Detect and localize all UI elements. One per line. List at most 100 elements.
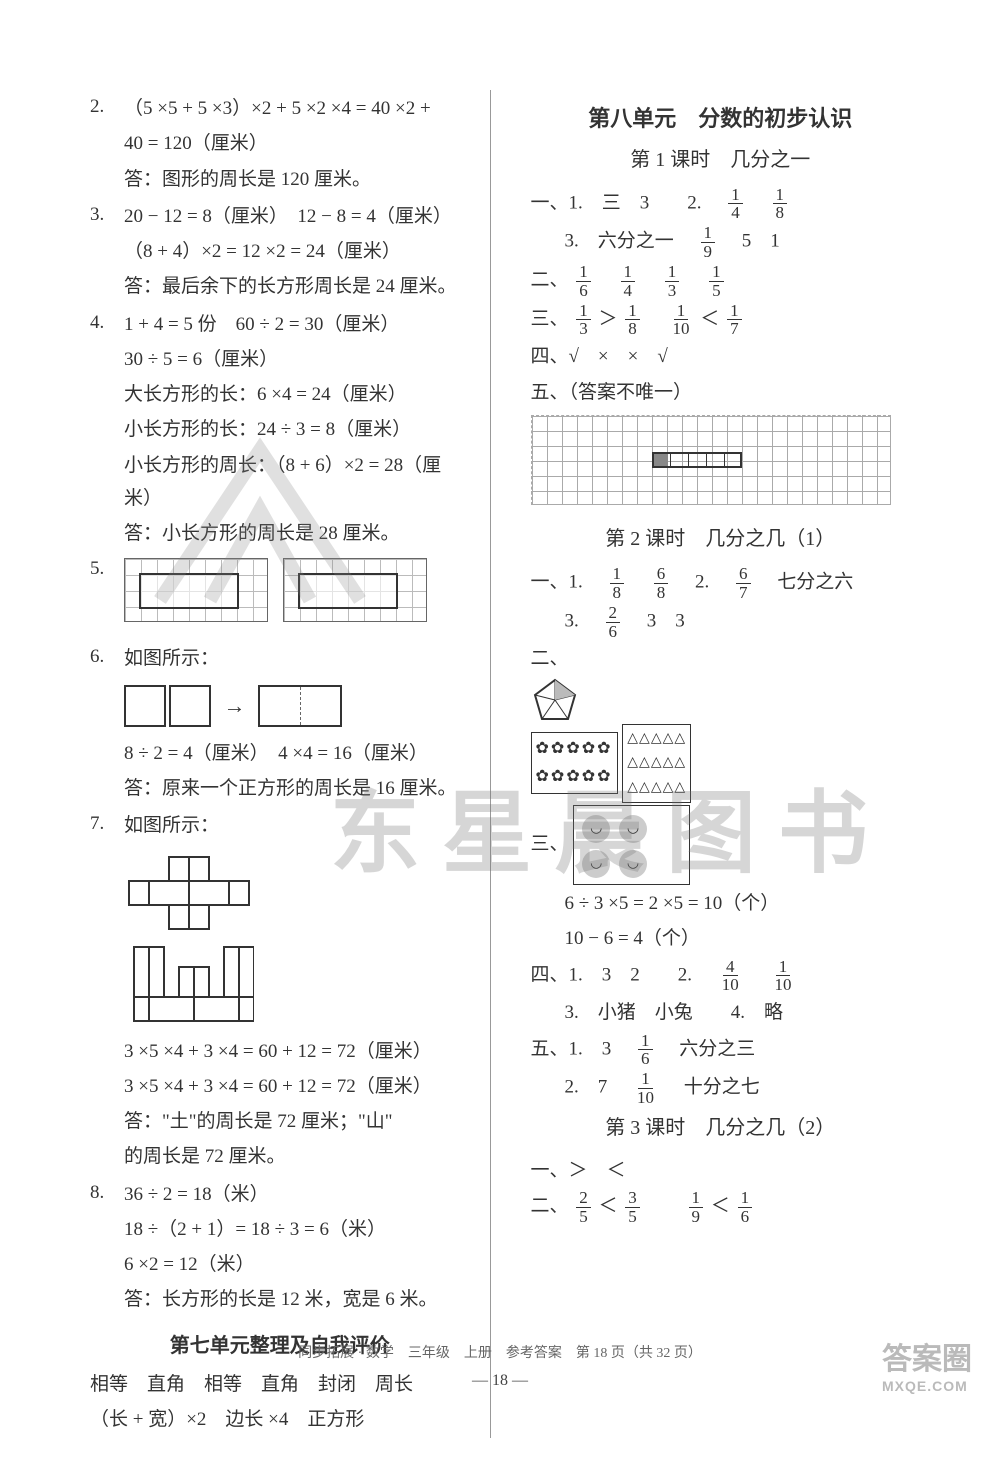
frac-1-10: 110 (670, 302, 693, 339)
q7-l2: 3 ×5 ×4 + 3 ×4 = 60 + 12 = 72（厘米） (124, 1070, 470, 1103)
page-number: — 18 — (0, 1372, 1000, 1390)
q7-l1: 3 ×5 ×4 + 3 ×4 = 60 + 12 = 72（厘米） (124, 1035, 470, 1068)
q4-l1: 1 + 4 = 5 份 60 ÷ 2 = 30（厘米） (124, 308, 470, 341)
s1-r1b: 3. 六分之一 19 5 1 (531, 224, 911, 261)
q8-l1: 36 ÷ 2 = 18（米） (124, 1178, 470, 1211)
s3-r2-label: 二、 (531, 1196, 569, 1217)
frac-6-8: 68 (654, 565, 669, 602)
right-column: 第八单元 分数的初步认识 第 1 课时 几分之一 一、1. 三 3 2. 14 … (521, 90, 911, 1438)
s2-r5b-p2: 十分之七 (665, 1077, 760, 1098)
q6-figure: → (124, 681, 470, 731)
q4-l5: 小长方形的周长：（8 + 6）×2 = 28（厘米） (124, 449, 470, 516)
q7-l4: 的周长是 72 厘米。 (124, 1140, 470, 1173)
triangles-icon: △△△△△△△△△△△△△△△ (622, 724, 691, 804)
frac-1-8c: 18 (610, 565, 625, 602)
pentagon-icon (531, 676, 579, 724)
frac-1-10c: 110 (634, 1070, 657, 1107)
frac-3-5: 35 (625, 1189, 640, 1226)
s1-r2-label: 二、 (531, 270, 569, 291)
frac-1-4: 14 (728, 186, 743, 223)
s2-r5: 五、1. 3 16 六分之三 (531, 1032, 911, 1069)
q7-num: 7. (90, 807, 124, 840)
frac-1-9b: 19 (689, 1189, 704, 1226)
s1-r1-text: 一、1. 三 3 2. (531, 192, 721, 213)
shan-shape-icon (124, 939, 254, 1029)
s2-r1-p2: 2. (676, 572, 728, 593)
flowers-icon: ✿✿✿✿✿✿✿✿✿✿ (531, 732, 618, 794)
q8-l3: 6 ×2 = 12（米） (124, 1248, 470, 1281)
tu-shape-icon (124, 849, 254, 939)
frac-2-5: 25 (576, 1189, 591, 1226)
s3-r2: 二、 25 ＜ 35 19 ＜ 16 (531, 1189, 911, 1226)
page-content: 2. （5 ×5 + 5 ×3）×2 + 5 ×2 ×4 = 40 ×2 + 4… (0, 0, 1000, 1478)
s2-r3-l2: 10 − 6 = 4（个） (531, 922, 911, 955)
q7: 7. 如图所示： (90, 807, 470, 1175)
frac-1-6b: 16 (638, 1032, 653, 1069)
s1-r3-label: 三、 (531, 308, 569, 329)
frac-1-9: 19 (701, 224, 716, 261)
q2-num: 2. (90, 90, 124, 123)
q8: 8. 36 ÷ 2 = 18（米） 18 ÷（2 + 1）= 18 ÷ 3 = … (90, 1176, 470, 1319)
q8-l4: 答：长方形的长是 12 米，宽是 6 米。 (124, 1283, 470, 1316)
smile-icon: ◡ (619, 815, 647, 843)
s2-r2: 二、 ✿✿✿✿✿✿✿✿✿✿ △△△△△△△△△△△△△△△ (531, 642, 911, 803)
s2-r3-l1: 6 ÷ 3 ×5 = 2 ×5 = 10（个） (531, 887, 911, 920)
frac-1-8b: 18 (625, 302, 640, 339)
frac-1-8: 18 (773, 186, 788, 223)
q8-l2: 18 ÷（2 + 1）= 18 ÷ 3 = 6（米） (124, 1213, 470, 1246)
q3-l1: 20 − 12 = 8（厘米） 12 − 8 = 4（厘米） (124, 200, 470, 233)
s2-r1-p1: 一、1. (531, 572, 602, 593)
s2-r1-p3: 七分之六 (758, 572, 853, 593)
s2-title: 第 2 课时 几分之几（1） (531, 522, 911, 557)
s2-r2-label: 二、 (531, 648, 569, 669)
frac-1-10b: 110 (772, 958, 795, 995)
unit7-l2: （长 + 宽）×2 边长 ×4 正方形 (90, 1403, 470, 1436)
smile-icon: ◡ (619, 850, 647, 878)
unit8-title: 第八单元 分数的初步认识 (531, 100, 911, 139)
frac-1-3: 13 (665, 263, 680, 300)
s2-r5-p1: 五、1. 3 (531, 1038, 631, 1059)
s1-r5: 五、（答案不唯一） (531, 376, 911, 409)
s2-r3: 三、 ◡ ◡ ◡ ◡ (531, 805, 911, 885)
q2-l2: 40 = 120（厘米） (124, 127, 470, 160)
q5-num: 5. (90, 552, 124, 585)
q3: 3. 20 − 12 = 8（厘米） 12 − 8 = 4（厘米） （8 + 4… (90, 198, 470, 306)
smile-box: ◡ ◡ ◡ ◡ (573, 805, 690, 885)
q2-l3: 答：图形的周长是 120 厘米。 (124, 163, 470, 196)
q2: 2. （5 ×5 + 5 ×3）×2 + 5 ×2 ×4 = 40 ×2 + 4… (90, 90, 470, 198)
s2-r5b: 2. 7 110 十分之七 (531, 1070, 911, 1107)
s1-r3: 三、 13 ＞ 18 110 ＜ 17 (531, 302, 911, 339)
s2-r1b-p2: 3 3 (628, 610, 685, 631)
frac-1-4b: 14 (621, 263, 636, 300)
frac-1-7: 17 (727, 302, 742, 339)
s3-r1: 一、＞ ＜ (531, 1154, 911, 1187)
q6-title: 如图所示： (124, 642, 470, 675)
s2-r1b: 3. 26 3 3 (531, 604, 911, 641)
frac-1-6c: 16 (738, 1189, 753, 1226)
q6-l2: 答：原来一个正方形的周长是 16 厘米。 (124, 772, 470, 805)
frac-1-5: 15 (709, 263, 724, 300)
s1-title: 第 1 课时 几分之一 (531, 143, 911, 178)
q5: 5. (90, 552, 470, 639)
s2-r4-p1: 四、1. 3 2 2. (531, 964, 712, 985)
s1-figure (531, 415, 911, 516)
s1-r1b-tail: 5 1 (723, 231, 780, 252)
frac-1-3b: 13 (576, 302, 591, 339)
s2-r1: 一、1. 18 68 2. 67 七分之六 (531, 565, 911, 602)
q4-l4: 小长方形的长：24 ÷ 3 = 8（厘米） (124, 413, 470, 446)
q2-l1: （5 ×5 + 5 ×3）×2 + 5 ×2 ×4 = 40 ×2 + (124, 92, 470, 125)
q4: 4. 1 + 4 = 5 份 60 ÷ 2 = 30（厘米） 30 ÷ 5 = … (90, 306, 470, 553)
frac-2-6: 26 (606, 604, 621, 641)
q3-l2: （8 + 4）×2 = 12 ×2 = 24（厘米） (124, 235, 470, 268)
q4-l6: 答：小长方形的周长是 28 厘米。 (124, 517, 470, 550)
frac-6-7: 67 (736, 565, 751, 602)
left-column: 2. （5 ×5 + 5 ×3）×2 + 5 ×2 ×4 = 40 ×2 + 4… (90, 90, 491, 1438)
q3-l3: 答：最后余下的长方形周长是 24 厘米。 (124, 270, 470, 303)
frac-1-6: 16 (576, 263, 591, 300)
s2-r4: 四、1. 3 2 2. 410 110 (531, 958, 911, 995)
s2-r5b-p1: 2. 7 (565, 1077, 627, 1098)
q3-num: 3. (90, 198, 124, 231)
s1-r2: 二、 16 14 13 15 (531, 263, 911, 300)
smile-icon: ◡ (582, 815, 610, 843)
s2-r3-label: 三、 (531, 833, 569, 854)
